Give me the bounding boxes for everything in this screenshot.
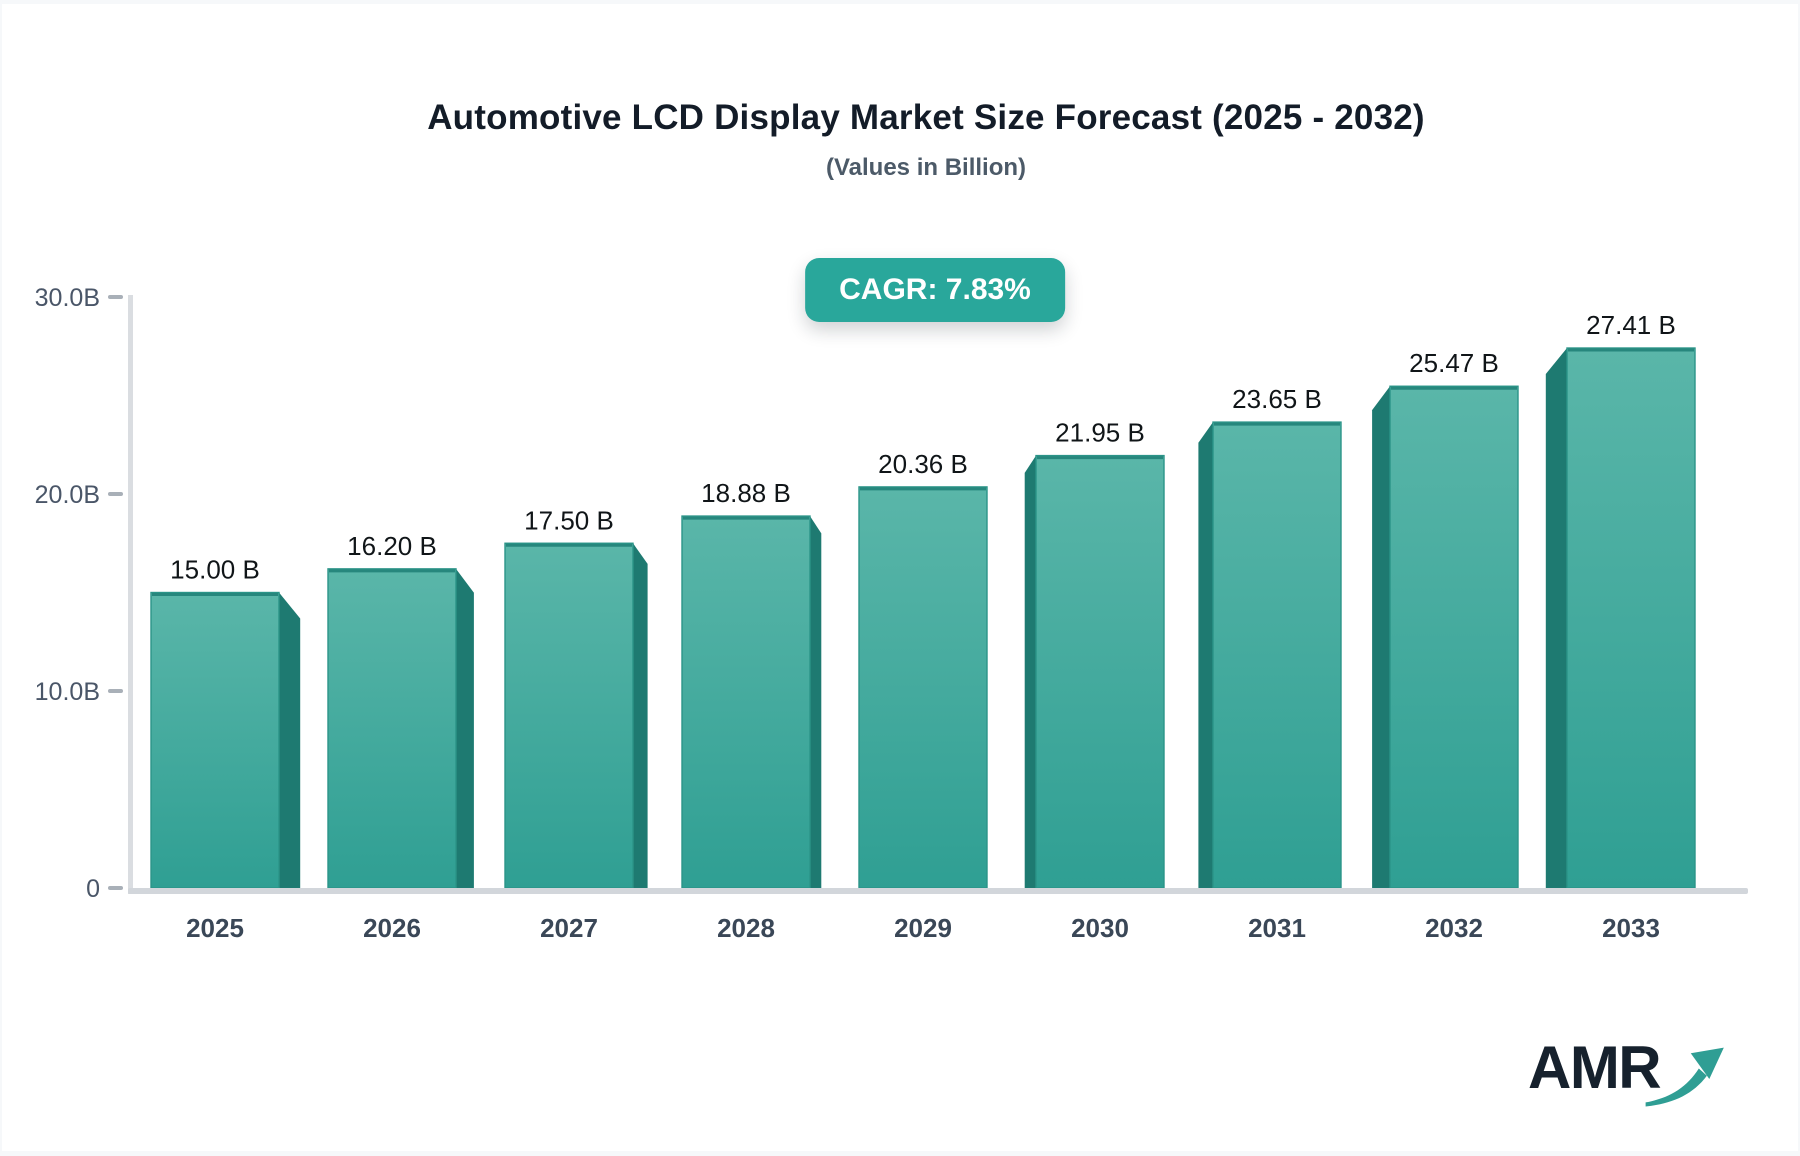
bar-group-2032: 25.47 B 2032 — [1372, 348, 1519, 943]
x-axis-label: 2028 — [717, 913, 775, 943]
bar-value-label: 16.20 B — [347, 531, 437, 561]
bar-group-2029: 20.36 B 2029 — [858, 449, 988, 943]
bar-face — [1389, 385, 1519, 889]
bar-face — [1566, 347, 1696, 889]
bar-side-face — [456, 568, 474, 888]
bar-side-face — [1545, 348, 1567, 888]
bar-face — [858, 486, 988, 889]
bar-group-2031: 23.65 B 2031 — [1198, 384, 1342, 943]
growth-arrow-icon — [1645, 1047, 1724, 1107]
bar-group-2028: 18.88 B 2028 — [681, 478, 822, 943]
y-tick-label: 10.0B — [35, 678, 100, 706]
y-axis-line — [128, 295, 133, 894]
cagr-badge: CAGR: 7.83% — [805, 258, 1065, 322]
x-axis-label: 2029 — [894, 913, 952, 943]
amr-logo-text: AMR — [1528, 1034, 1662, 1101]
y-tick-label: 20.0B — [35, 481, 100, 509]
chart-subtitle: (Values in Billion) — [825, 154, 1027, 181]
y-tick-mark — [108, 492, 123, 496]
chart-title: Automotive LCD Display Market Size Forec… — [427, 98, 1425, 137]
x-axis-label: 2033 — [1602, 913, 1660, 943]
bar-side-face — [1372, 386, 1390, 888]
bar-face — [1035, 454, 1165, 889]
bar-face — [681, 515, 811, 889]
bar-side-face — [1024, 455, 1036, 888]
bar-value-label: 17.50 B — [524, 505, 614, 535]
x-axis-label: 2025 — [186, 913, 244, 943]
bar-face — [150, 591, 280, 889]
bar-group-2030: 21.95 B 2030 — [1024, 418, 1165, 943]
bar-chart: 15.00 B 2025 16.20 B 2026 17.50 B 2027 18.88 B… — [35, 284, 1748, 943]
x-axis-label: 2032 — [1425, 913, 1483, 943]
y-tick-mark — [108, 689, 123, 693]
x-axis-line — [128, 888, 1748, 894]
bar-group-2026: 16.20 B 2026 — [327, 531, 474, 943]
y-tick-label: 0 — [86, 875, 100, 903]
y-tick-mark — [108, 886, 123, 890]
bar-side-face — [810, 516, 822, 888]
x-axis-label: 2030 — [1071, 913, 1129, 943]
bar-side-face — [279, 592, 301, 888]
bar-group-2033: 27.41 B 2033 — [1545, 310, 1696, 943]
bar-face — [1212, 421, 1342, 889]
bar-value-label: 15.00 B — [170, 555, 260, 585]
bar-value-label: 18.88 B — [701, 478, 791, 508]
bar-face — [504, 542, 634, 889]
bar-value-label: 23.65 B — [1232, 384, 1322, 414]
bar-side-face — [633, 543, 648, 888]
amr-logo: AMR — [1528, 1032, 1728, 1122]
cagr-badge-label: CAGR: 7.83% — [839, 273, 1031, 306]
y-tick-label: 30.0B — [35, 284, 100, 312]
y-tick-mark — [108, 295, 123, 299]
bar-value-label: 20.36 B — [878, 449, 968, 479]
bar-value-label: 25.47 B — [1409, 348, 1499, 378]
bar-group-2027: 17.50 B 2027 — [504, 505, 648, 943]
x-axis-label: 2027 — [540, 913, 598, 943]
bar-value-label: 21.95 B — [1055, 418, 1145, 448]
bar-value-label: 27.41 B — [1586, 310, 1676, 340]
bar-side-face — [1198, 422, 1213, 888]
x-axis-label: 2026 — [363, 913, 421, 943]
x-axis-label: 2031 — [1248, 913, 1306, 943]
bar-group-2025: 15.00 B 2025 — [150, 555, 301, 943]
bar-face — [327, 568, 457, 889]
